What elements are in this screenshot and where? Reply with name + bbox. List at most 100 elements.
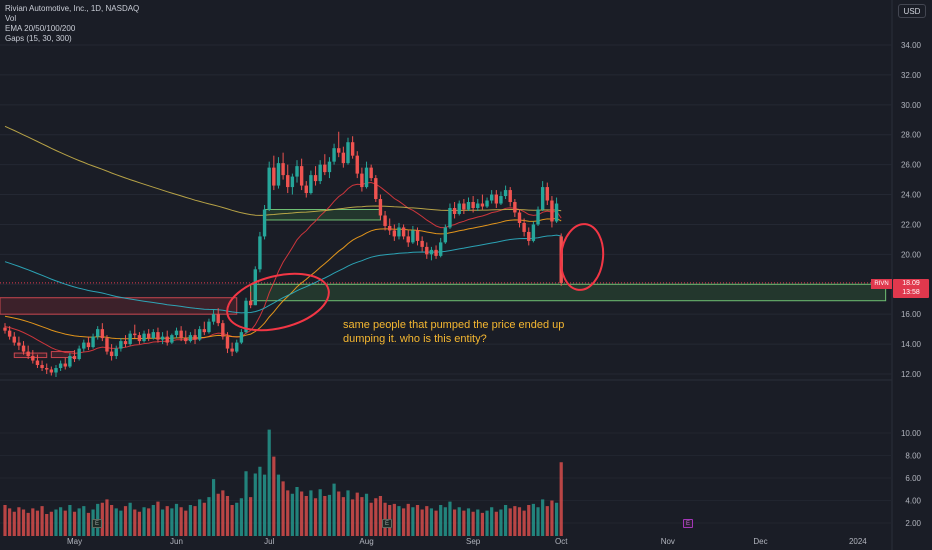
candle-body: [313, 175, 318, 182]
volume-bar: [174, 503, 179, 536]
candle-body: [258, 236, 262, 270]
volume-bar: [420, 509, 424, 536]
candle-body: [235, 342, 239, 352]
candle-body: [415, 230, 420, 241]
candle-body: [142, 333, 146, 342]
volume-bar: [128, 502, 132, 536]
candle-body: [364, 167, 369, 188]
legend-ema[interactable]: EMA 20/50/100/200: [5, 24, 76, 33]
chart-legend: Rivian Automotive, Inc., 1D, NASDAQ Vol …: [5, 4, 139, 44]
volume-bar: [554, 502, 559, 536]
time-tick-label: 2024: [849, 537, 867, 546]
candle-body: [448, 208, 452, 228]
price-tick-label: 34.00: [901, 41, 922, 50]
candle-body: [211, 314, 216, 322]
candle-body: [309, 175, 313, 194]
legend-volume[interactable]: Vol: [5, 14, 17, 23]
legend-title[interactable]: Rivian Automotive, Inc., 1D, NASDAQ: [5, 4, 140, 13]
candle-body: [536, 209, 540, 225]
volume-bar: [281, 481, 285, 536]
volume-bar: [100, 502, 104, 536]
volume-bar: [151, 505, 155, 536]
time-tick-label: Oct: [555, 537, 568, 546]
volume-bar: [443, 507, 447, 536]
candle-body: [225, 336, 230, 349]
price-tick-label: 30.00: [901, 101, 922, 110]
volume-bar: [364, 493, 369, 536]
time-axis[interactable]: May Jun Jul Aug Sep Oct Nov Dec 2024: [67, 537, 867, 546]
legend-gaps[interactable]: Gaps (15, 30, 300): [5, 34, 72, 43]
candle-body: [244, 300, 248, 333]
candle-body: [174, 330, 179, 336]
volume-bar: [72, 511, 77, 536]
volume-bar: [49, 511, 53, 536]
earnings-marker[interactable]: E: [382, 519, 392, 528]
price-tick-label: 22.00: [901, 220, 922, 229]
candle-body: [137, 335, 142, 342]
candle-body: [45, 368, 49, 370]
volume-bar: [313, 498, 318, 536]
symbol-badge: RIVN: [871, 279, 892, 289]
candle-body: [550, 200, 554, 222]
candle-body: [40, 365, 44, 369]
volume-bar: [295, 487, 299, 536]
volume-bar: [184, 510, 188, 536]
volume-bar: [522, 510, 526, 536]
volume-bar: [123, 506, 128, 536]
candle-body: [128, 333, 132, 345]
last-price-value: 18.09: [902, 280, 920, 287]
candle-body: [531, 224, 536, 241]
volume-bar: [517, 507, 522, 536]
earnings-marker[interactable]: E: [92, 519, 102, 528]
volume-bar: [374, 498, 378, 536]
candle-body: [355, 155, 359, 174]
volume-bar: [221, 490, 225, 536]
price-tick-label: 14.00: [901, 340, 922, 349]
volume-bar: [476, 509, 480, 536]
volume-bar: [110, 505, 114, 536]
candle-body: [63, 363, 67, 367]
volume-bar: [133, 509, 137, 536]
price-tick-label: 24.00: [901, 191, 922, 200]
volume-bar: [31, 508, 35, 536]
volume-bar: [156, 501, 160, 536]
volume-bar: [235, 502, 239, 536]
volume-bar: [513, 506, 517, 536]
candle-body: [369, 167, 373, 179]
volume-bar: [68, 505, 72, 536]
volume-bar: [170, 508, 174, 536]
time-tick-label: Aug: [359, 537, 373, 546]
candle-body: [337, 148, 341, 153]
gap-zone: [250, 283, 887, 302]
price-tick-label: 16.00: [901, 310, 922, 319]
candle-body: [476, 203, 480, 209]
volume-bar: [137, 511, 142, 536]
volume-bar: [258, 466, 262, 536]
earnings-marker-upcoming[interactable]: E: [683, 519, 693, 528]
volume-bar: [434, 510, 438, 536]
volume-bar: [45, 514, 49, 536]
volume-axis: 2.00 4.00 6.00 8.00 10.00: [901, 429, 922, 528]
candle-body: [411, 230, 415, 243]
time-tick-label: Nov: [661, 537, 675, 546]
volume-tick-label: 6.00: [905, 474, 921, 483]
candle-body: [26, 351, 30, 357]
candle-body: [253, 269, 257, 306]
candle-body: [86, 342, 91, 348]
gap-zone: [0, 297, 238, 315]
volume-bar: [225, 496, 230, 536]
volume-bar: [327, 494, 332, 536]
candle-body: [156, 332, 160, 340]
volume-tick-label: 10.00: [901, 429, 922, 438]
volume-bar: [40, 506, 44, 536]
candle-body: [239, 332, 244, 343]
candle-body: [290, 176, 295, 188]
currency-button[interactable]: USD: [898, 4, 926, 18]
volume-bar: [360, 497, 364, 536]
candle-body: [517, 212, 522, 223]
volume-bar: [304, 496, 308, 536]
volume-bar: [559, 462, 563, 536]
candle-body: [262, 209, 267, 237]
